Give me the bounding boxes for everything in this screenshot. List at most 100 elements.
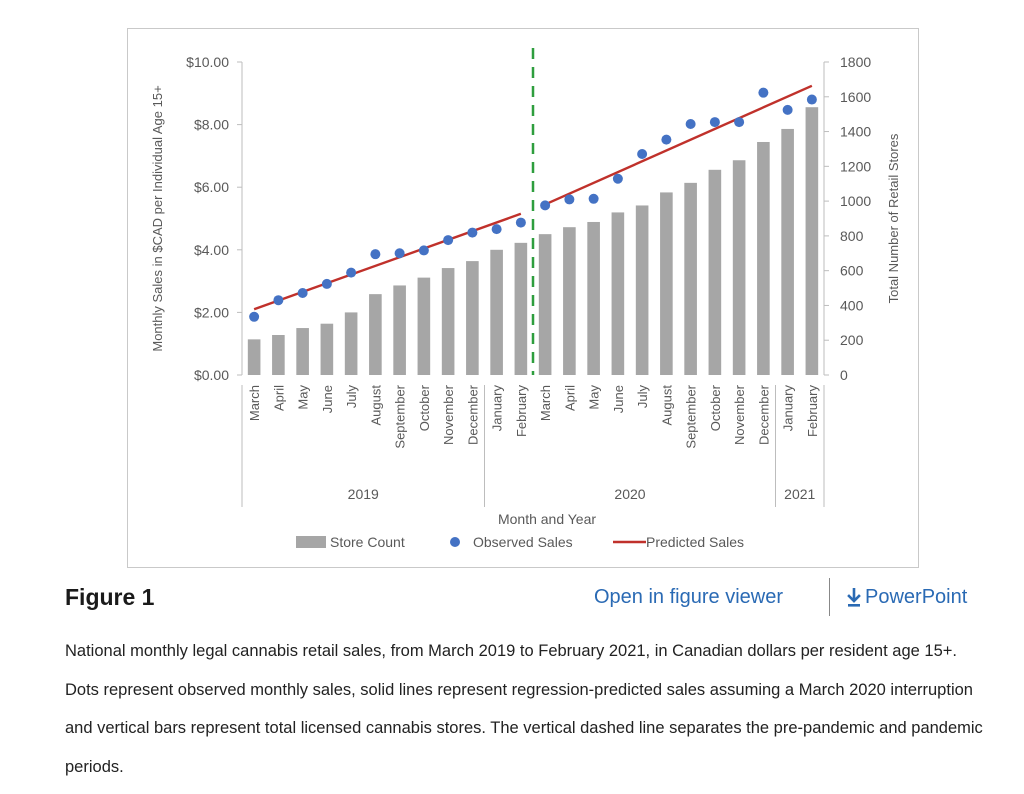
right-tick-label: 400 [840,297,864,313]
left-axis-title: Monthly Sales in $CAD per Individual Age… [150,85,165,351]
store-count-bar [393,285,406,375]
store-count-bar [781,128,794,375]
right-tick-label: 1600 [840,89,871,105]
month-tick-label: October [417,384,432,431]
month-tick-label: June [611,385,626,413]
month-tick-label: March [247,385,262,421]
store-count-bar [441,268,455,375]
legend-observed-sales-swatch [450,537,460,547]
store-count-bar [635,205,649,375]
observed-sales-point [782,104,793,115]
month-tick-label: November [732,384,747,445]
observed-sales-point [370,249,381,260]
observed-sales-point [612,173,623,184]
left-tick-label: $8.00 [194,117,229,133]
download-icon [847,587,861,607]
observed-sales-point [491,224,502,235]
observed-sales-point [806,94,817,105]
store-count-bar [587,221,600,375]
observed-sales-point [443,235,454,246]
store-count-bar [732,160,746,375]
observed-sales-point [540,200,551,211]
figure-header-row: Figure 1 Open in figure viewer PowerPoin… [0,578,1024,618]
month-tick-label: April [562,385,577,411]
open-in-figure-viewer-link[interactable]: Open in figure viewer [594,586,783,608]
month-tick-label: February [514,385,529,438]
observed-sales-point [467,227,478,238]
store-count-bar [247,339,261,375]
right-tick-label: 1400 [840,124,871,140]
month-tick-label: May [587,385,602,410]
store-count-bar [417,277,431,375]
right-tick-label: 600 [840,263,864,279]
month-tick-label: July [344,385,359,409]
observed-sales-point [394,248,405,259]
store-count-bar [708,169,722,375]
observed-sales-point [321,278,332,289]
store-count-bar [563,227,576,375]
store-count-bar [490,249,503,375]
right-tick-label: 1200 [840,158,871,174]
store-count-bar [272,335,285,375]
right-tick-label: 200 [840,332,864,348]
observed-sales-point [734,117,745,128]
chart-svg: $0.00 $2.00 $4.00 $6.00 $8.00 $10.00 0 200 400 60… [150,48,901,550]
observed-sales-point [249,311,260,322]
left-tick-label: $0.00 [194,367,229,383]
store-count-bar [757,141,770,375]
left-tick-label: $2.00 [194,304,229,320]
observed-sales-point [418,245,429,256]
left-tick-label: $4.00 [194,242,229,258]
legend-observed-sales-label: Observed Sales [473,534,573,550]
observed-sales-point [637,149,648,160]
figure-caption: National monthly legal cannabis retail s… [65,642,983,776]
month-tick-label: August [659,385,674,426]
month-tick-label: February [805,385,820,438]
figure-title: Figure 1 [65,584,155,610]
right-tick-label: 1800 [840,54,871,70]
left-tick-label: $6.00 [194,179,229,195]
observed-sales-point [709,117,720,128]
observed-sales-point [273,295,284,306]
month-tick-label: October [708,384,723,431]
store-count-bar [538,234,552,375]
observed-sales-point [297,287,308,298]
legend-store-count-swatch [296,536,326,548]
store-count-bar [805,107,819,375]
predicted-sales-line [544,84,813,206]
store-count-bar [296,328,309,375]
month-tick-label: January [490,385,505,432]
month-tick-label: September [684,384,699,448]
month-tick-label: December [756,384,771,445]
right-tick-label: 1000 [840,193,871,209]
store-count-bar [660,192,673,375]
powerpoint-download-link[interactable]: PowerPoint [846,586,967,609]
month-tick-label: April [271,385,286,411]
store-count-bar [514,242,528,375]
month-tick-label: May [296,385,311,410]
powerpoint-label: PowerPoint [865,586,968,608]
store-count-bar [466,261,479,375]
store-count-bar [611,212,625,375]
observed-sales-point [685,118,696,129]
legend-store-count-label: Store Count [330,534,405,550]
observed-sales-point [515,217,526,228]
month-tick-label: August [368,385,383,426]
predicted-sales-line [253,212,522,311]
observed-sales-point [564,194,575,205]
year-group-label: 2020 [614,486,645,502]
observed-sales-point [758,87,769,98]
link-divider [829,578,830,616]
right-axis-title: Total Number of Retail Stores [886,133,901,303]
month-tick-label: January [781,385,796,432]
left-tick-label: $10.00 [186,54,229,70]
month-tick-label: July [635,385,650,409]
store-count-bar [369,294,382,375]
store-count-bar [320,323,334,375]
year-group-label: 2019 [348,486,379,502]
x-axis-title: Month and Year [498,511,596,527]
month-tick-label: December [465,384,480,445]
observed-sales-point [588,193,599,204]
legend-predicted-sales-label: Predicted Sales [646,534,744,550]
store-count-bar [684,182,697,375]
